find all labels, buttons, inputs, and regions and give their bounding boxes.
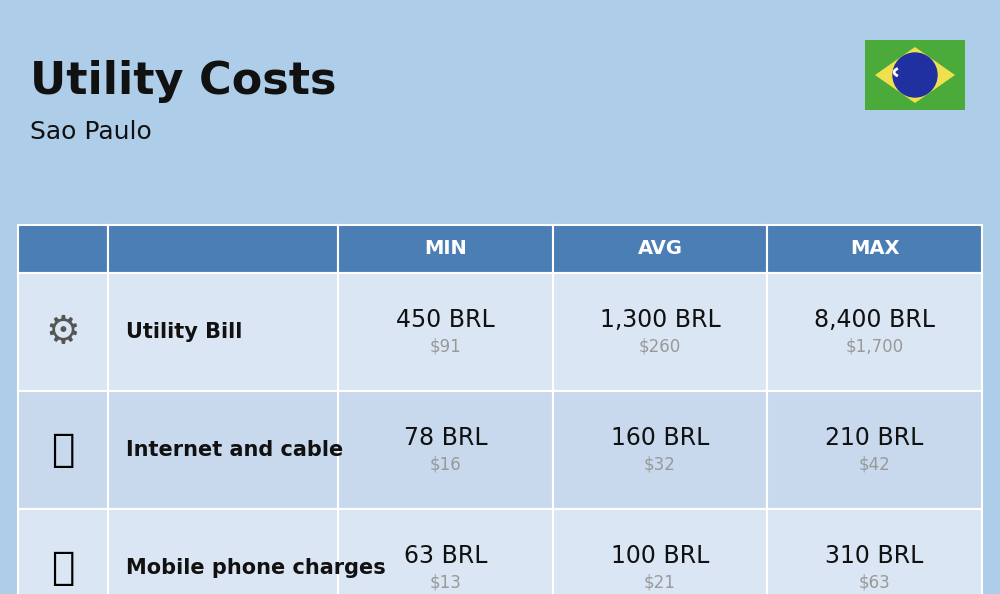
Text: $42: $42 [859,455,891,473]
Text: $16: $16 [429,455,461,473]
Text: 1,300 BRL: 1,300 BRL [600,308,720,332]
Bar [767,225,982,273]
Bar [553,509,767,594]
Text: Internet and cable: Internet and cable [126,440,344,460]
Bar [108,391,338,509]
Bar [767,273,982,391]
Text: 8,400 BRL: 8,400 BRL [814,308,935,332]
Text: 📶: 📶 [51,431,75,469]
Text: 310 BRL: 310 BRL [825,544,924,568]
Bar [18,509,108,594]
Bar [108,273,338,391]
Bar [553,225,767,273]
Text: Mobile phone charges: Mobile phone charges [126,558,386,578]
Text: Utility Bill: Utility Bill [126,322,243,342]
Bar [553,273,767,391]
Bar [18,225,108,273]
Polygon shape [875,47,955,103]
Text: $63: $63 [859,573,891,591]
Text: 63 BRL: 63 BRL [404,544,487,568]
Text: Sao Paulo: Sao Paulo [30,120,152,144]
Bar [18,391,108,509]
Bar [108,509,338,594]
Text: 100 BRL: 100 BRL [611,544,709,568]
Text: 78 BRL: 78 BRL [404,426,487,450]
Text: Utility Costs: Utility Costs [30,60,336,103]
Bar [338,225,553,273]
Text: 📱: 📱 [51,549,75,587]
Bar [18,273,108,391]
Text: $1,700: $1,700 [846,337,904,355]
Text: $13: $13 [429,573,461,591]
Text: ⚙: ⚙ [46,313,80,351]
Bar [338,273,553,391]
Text: 450 BRL: 450 BRL [396,308,495,332]
Text: MAX: MAX [850,239,899,258]
Bar [767,391,982,509]
Circle shape [893,53,937,97]
Text: MIN: MIN [424,239,467,258]
Text: $21: $21 [644,573,676,591]
Text: AVG: AVG [638,239,682,258]
Text: $32: $32 [644,455,676,473]
Bar [767,509,982,594]
Bar [865,40,965,110]
Text: $91: $91 [429,337,461,355]
Bar [338,391,553,509]
Text: $260: $260 [639,337,681,355]
Bar [108,225,338,273]
Bar [553,391,767,509]
Bar [338,509,553,594]
Text: 160 BRL: 160 BRL [611,426,709,450]
Text: 210 BRL: 210 BRL [825,426,924,450]
